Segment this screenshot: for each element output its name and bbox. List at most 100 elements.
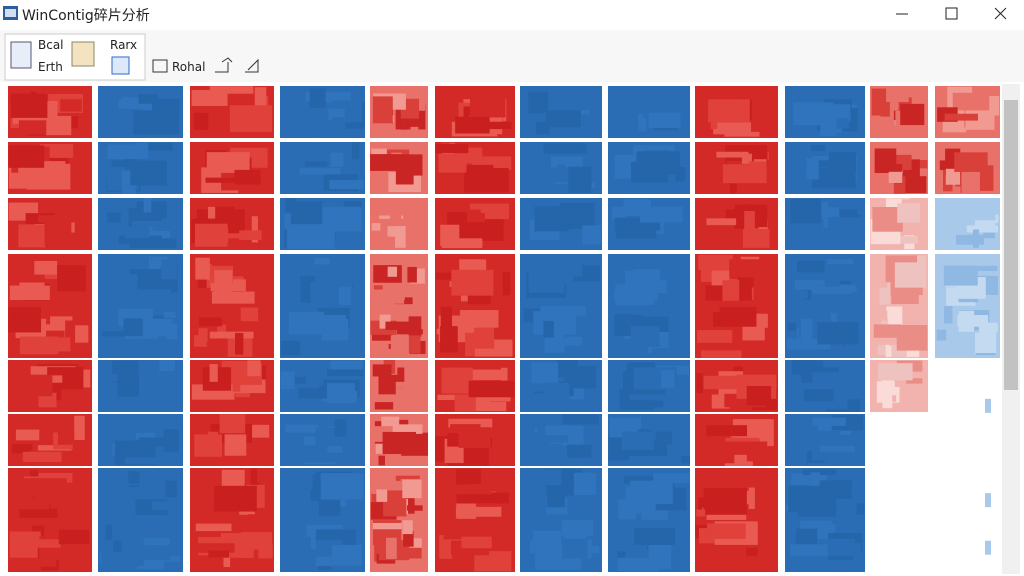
fragment — [209, 364, 218, 382]
fragment — [465, 90, 472, 96]
fragment — [209, 331, 254, 339]
fragment — [611, 87, 637, 98]
fragment — [790, 199, 821, 224]
fragment — [382, 431, 416, 455]
scrollbar-thumb[interactable] — [1004, 100, 1018, 390]
fragment — [440, 326, 458, 353]
fragment — [197, 543, 235, 553]
fragment — [856, 503, 865, 515]
fragment — [403, 531, 414, 547]
fragment — [385, 321, 411, 330]
fragment — [305, 360, 324, 386]
fragment — [617, 557, 659, 572]
fragment — [58, 529, 90, 545]
fragment — [655, 431, 673, 445]
fragment — [474, 551, 512, 572]
fragment — [803, 397, 848, 410]
toolbar-button[interactable]: Rohal — [172, 60, 206, 74]
fragment — [721, 223, 734, 247]
fragment — [828, 104, 851, 122]
fragment — [803, 389, 834, 402]
fragment — [810, 472, 820, 498]
fragment — [397, 154, 423, 176]
fragment — [438, 486, 455, 495]
fragment — [280, 371, 295, 390]
fragment — [290, 201, 323, 225]
fragment — [582, 225, 602, 245]
fragment — [819, 445, 855, 452]
fragment — [871, 88, 887, 116]
button-icon[interactable] — [71, 41, 95, 67]
fragment — [408, 538, 422, 548]
fragment — [741, 153, 752, 164]
fragment — [681, 455, 690, 464]
fragment — [114, 477, 129, 503]
fragment — [621, 431, 654, 450]
fragment — [31, 472, 73, 483]
fragment — [57, 426, 75, 445]
fragment — [134, 318, 172, 337]
fragment — [303, 436, 318, 448]
fragment — [254, 87, 267, 108]
fragment — [289, 260, 316, 269]
fragment — [465, 332, 475, 357]
button-icon[interactable] — [245, 58, 259, 73]
fragment — [440, 306, 452, 327]
fragment — [390, 335, 409, 355]
fragment — [618, 499, 637, 520]
fragment — [791, 473, 827, 485]
fragment — [696, 373, 703, 394]
fragment — [624, 476, 656, 484]
fragment — [8, 497, 50, 510]
toolbar-button[interactable]: Rarx — [110, 38, 138, 52]
fragment — [452, 553, 474, 566]
fragment — [132, 221, 178, 227]
toolbar-button[interactable]: Bcal — [38, 38, 64, 52]
fragment — [318, 497, 341, 516]
toolbar-button[interactable]: Erth — [38, 60, 63, 74]
fragment — [475, 527, 512, 537]
fragment — [917, 255, 927, 264]
fragment — [849, 543, 861, 555]
fragment — [455, 506, 502, 517]
fragment — [19, 282, 45, 300]
fragment — [217, 324, 227, 336]
fragment — [194, 434, 222, 457]
fragment — [373, 285, 383, 292]
fragment — [398, 361, 428, 367]
fragment — [698, 254, 733, 270]
fragment — [762, 423, 773, 442]
fragment — [470, 91, 506, 118]
maximize-button[interactable] — [945, 7, 958, 20]
fragment — [651, 348, 686, 358]
fragment — [129, 238, 177, 249]
fragment — [806, 160, 847, 168]
button-icon[interactable] — [215, 57, 233, 73]
fragment — [708, 99, 750, 123]
fragment — [562, 538, 588, 559]
button-icon[interactable] — [152, 59, 168, 73]
fragment — [557, 164, 566, 176]
fragment — [400, 107, 408, 130]
fragment — [396, 329, 423, 335]
fragment — [564, 336, 583, 346]
fragment — [795, 528, 818, 550]
fragment — [568, 166, 592, 193]
fragment — [901, 371, 925, 379]
fragment — [952, 92, 990, 111]
fragment — [935, 231, 952, 243]
button-icon[interactable] — [111, 56, 130, 75]
fragment — [615, 284, 655, 306]
fragment — [532, 443, 563, 466]
fragment — [32, 525, 45, 537]
fragment — [293, 111, 313, 129]
button-icon[interactable] — [10, 41, 32, 69]
close-button[interactable] — [994, 7, 1007, 20]
fragment — [936, 329, 947, 341]
fragment — [616, 225, 657, 239]
fragment — [897, 203, 920, 223]
fragment — [810, 144, 826, 151]
fragment — [314, 257, 330, 265]
fragment — [458, 427, 491, 448]
